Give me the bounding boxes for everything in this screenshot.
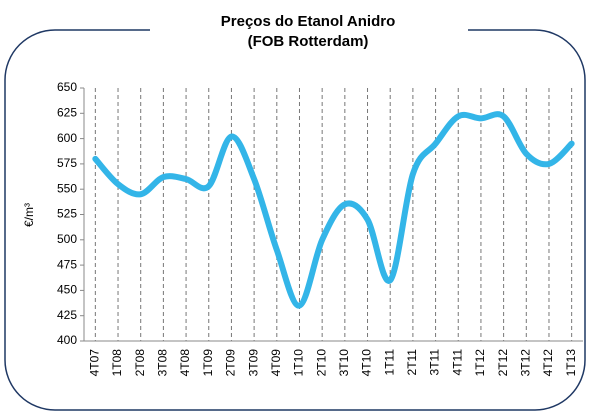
x-tick-label: 2T09 bbox=[224, 349, 238, 377]
x-tick-label: 1T12 bbox=[473, 349, 487, 377]
x-tick-label: 3T10 bbox=[337, 349, 351, 377]
x-tick-label: 2T12 bbox=[496, 349, 510, 377]
x-tick-label: 4T11 bbox=[450, 349, 464, 376]
frame bbox=[4, 29, 586, 411]
y-tick-label: 500 bbox=[57, 232, 77, 246]
x-tick-label: 4T07 bbox=[88, 349, 102, 377]
x-tick-label: 3T12 bbox=[518, 349, 532, 377]
x-tick-label: 3T11 bbox=[428, 349, 442, 376]
y-tick-label: 475 bbox=[57, 257, 77, 271]
x-tick-label: 2T11 bbox=[405, 349, 419, 376]
y-tick-label: 525 bbox=[57, 207, 77, 221]
y-tick-label: 425 bbox=[57, 308, 77, 322]
x-tick-label: 1T10 bbox=[292, 349, 306, 377]
y-axis-label: €/m³ bbox=[22, 203, 36, 227]
y-tick-label: 625 bbox=[57, 105, 77, 119]
x-tick-label: 4T12 bbox=[541, 349, 555, 377]
x-tick-label: 4T08 bbox=[178, 349, 192, 377]
y-tick-label: 575 bbox=[57, 156, 77, 170]
x-tick-label: 1T11 bbox=[382, 349, 396, 376]
x-tick-label: 2T10 bbox=[314, 349, 328, 377]
x-tick-label: 4T10 bbox=[360, 349, 374, 377]
x-tick-label: 3T09 bbox=[246, 349, 260, 377]
x-tick-label: 1T13 bbox=[564, 349, 578, 377]
y-tick-label: 550 bbox=[57, 181, 77, 195]
x-tick-label: 4T09 bbox=[269, 349, 283, 377]
y-tick-label: 450 bbox=[57, 283, 77, 297]
x-tick-label: 3T08 bbox=[156, 349, 170, 377]
y-tick-label: 650 bbox=[57, 80, 77, 94]
y-tick-label: 400 bbox=[57, 333, 77, 347]
line bbox=[92, 111, 575, 309]
x-tick-label: 1T09 bbox=[201, 349, 215, 377]
x-tick-label: 1T08 bbox=[110, 349, 124, 377]
chart-title: Preços do Etanol Anidro bbox=[221, 13, 395, 30]
x-tick-label: 2T08 bbox=[133, 349, 147, 377]
y-tick-label: 600 bbox=[57, 131, 77, 145]
chart-title: (FOB Rotterdam) bbox=[248, 33, 369, 50]
